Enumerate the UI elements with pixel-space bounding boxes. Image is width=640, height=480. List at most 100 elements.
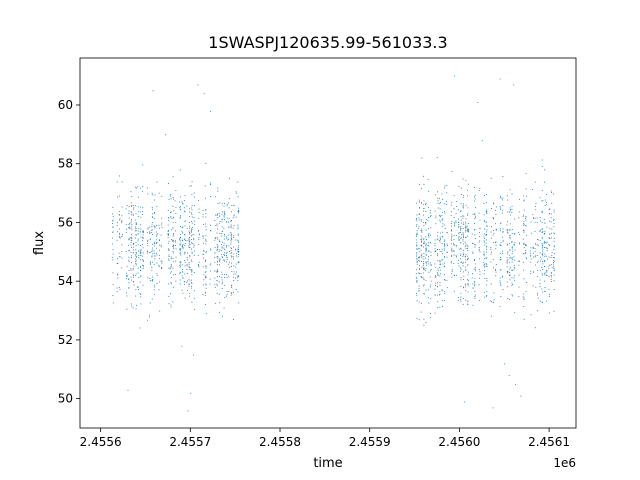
data-point (539, 286, 541, 288)
data-point (540, 256, 542, 258)
data-point (121, 219, 123, 221)
data-point (546, 270, 548, 272)
data-point (518, 296, 520, 298)
data-point (132, 243, 134, 245)
data-point (465, 243, 467, 245)
data-point (139, 251, 141, 253)
data-point (544, 274, 546, 276)
data-point (543, 181, 545, 183)
data-point (495, 244, 497, 246)
data-point (444, 185, 446, 187)
data-point (549, 220, 550, 222)
data-point (546, 275, 548, 276)
data-point (156, 225, 158, 227)
data-point (137, 196, 139, 198)
data-point (135, 226, 136, 228)
data-point (425, 245, 427, 247)
data-point (122, 233, 124, 235)
data-point (474, 194, 476, 196)
data-point (437, 282, 438, 284)
data-point (507, 244, 509, 246)
data-point (537, 239, 539, 241)
data-point (428, 271, 430, 273)
data-point (502, 197, 504, 199)
data-point (441, 243, 443, 244)
data-point (493, 232, 495, 234)
data-point (493, 299, 495, 301)
data-point (179, 252, 181, 254)
data-point (167, 234, 169, 236)
data-point (542, 245, 543, 246)
data-point (523, 200, 525, 202)
data-point (474, 217, 476, 219)
data-point (484, 296, 486, 298)
data-point (210, 263, 212, 265)
data-point (541, 288, 543, 290)
data-point (194, 196, 196, 198)
data-point (500, 245, 502, 246)
data-point (530, 221, 532, 223)
data-point (182, 226, 184, 228)
data-point (230, 211, 232, 213)
data-point (421, 241, 423, 243)
data-point (529, 252, 531, 254)
data-point (230, 265, 232, 267)
data-point (191, 274, 193, 276)
data-point (518, 261, 520, 262)
data-point (235, 249, 237, 251)
data-point (500, 257, 502, 258)
x-axis: 2.4556 2.4557 2.4558 2.4559 2.4560 2.4561 (80, 428, 570, 449)
data-point (179, 248, 181, 249)
data-point (188, 284, 190, 285)
data-point (216, 225, 218, 227)
x-tick-label: 2.4559 (349, 435, 391, 449)
data-point (190, 392, 192, 394)
data-point (170, 304, 172, 306)
data-point (128, 237, 130, 239)
data-point (217, 190, 219, 192)
data-point (235, 271, 237, 273)
data-point (546, 203, 548, 205)
data-point (188, 242, 190, 244)
data-point (530, 273, 532, 275)
data-point (502, 228, 504, 230)
data-point (474, 244, 476, 246)
data-point (453, 242, 454, 244)
data-point (548, 275, 550, 277)
data-point (149, 251, 151, 253)
data-point (231, 287, 233, 288)
data-point (525, 218, 527, 220)
data-point (427, 220, 429, 222)
data-point (147, 277, 149, 279)
data-point (541, 253, 543, 255)
data-point (429, 242, 431, 244)
data-point (534, 250, 536, 252)
data-point (518, 231, 520, 233)
data-point (228, 221, 230, 223)
data-point (216, 232, 218, 234)
data-point (131, 223, 133, 225)
data-point (135, 186, 137, 188)
data-point (544, 242, 546, 244)
data-point (223, 227, 225, 229)
data-point (422, 204, 424, 206)
data-point (455, 245, 457, 247)
data-point (230, 252, 232, 254)
data-point (139, 252, 141, 254)
data-point (430, 255, 432, 257)
data-point (194, 205, 196, 207)
data-point (509, 230, 511, 232)
data-point (224, 260, 226, 262)
data-point (112, 302, 114, 304)
data-point (128, 287, 130, 289)
data-point (181, 275, 183, 277)
data-point (142, 207, 144, 209)
data-point (189, 232, 191, 233)
data-point (420, 230, 422, 231)
data-point (228, 251, 230, 253)
data-point (420, 273, 422, 275)
data-point (429, 276, 431, 278)
data-point (546, 193, 547, 195)
data-point (533, 271, 534, 273)
